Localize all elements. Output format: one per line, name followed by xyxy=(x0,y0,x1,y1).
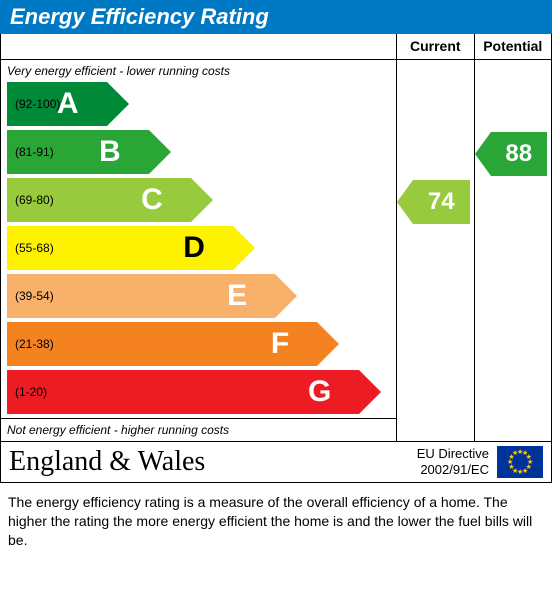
band-arrow-icon xyxy=(317,322,339,366)
chart-title: Energy Efficiency Rating xyxy=(0,0,552,34)
band-arrow-icon xyxy=(107,82,129,126)
epc-rating-chart: Energy Efficiency Rating Very energy eff… xyxy=(0,0,552,550)
efficiency-note-bottom: Not energy efficient - higher running co… xyxy=(1,418,396,441)
current-column-header: Current xyxy=(397,34,474,60)
band-bar: (92-100)A xyxy=(7,82,107,126)
potential-column-header: Potential xyxy=(475,34,552,60)
rating-table: Very energy efficient - lower running co… xyxy=(0,34,552,442)
potential-marker-area: 88 xyxy=(475,60,552,441)
band-arrow-icon xyxy=(191,178,213,222)
band-range: (81-91) xyxy=(15,145,54,159)
band-range: (1-20) xyxy=(15,385,47,399)
eu-star-icon: ★ xyxy=(512,449,518,457)
band-arrow-icon xyxy=(149,130,171,174)
band-row-c: (69-80) C xyxy=(7,178,390,222)
band-row-b: (81-91) B xyxy=(7,130,390,174)
band-row-g: (1-20) G xyxy=(7,370,390,414)
footer-description: The energy efficiency rating is a measur… xyxy=(0,483,552,550)
band-row-f: (21-38) F xyxy=(7,322,390,366)
band-letter: B xyxy=(99,135,121,169)
eu-flag-icon: ★★★★★★★★★★★★ xyxy=(497,446,543,478)
band-range: (39-54) xyxy=(15,289,54,303)
region-row: England & Wales EU Directive 2002/91/EC … xyxy=(0,442,552,483)
band-range: (21-38) xyxy=(15,337,54,351)
band-range: (69-80) xyxy=(15,193,54,207)
band-row-d: (55-68) D xyxy=(7,226,390,270)
efficiency-note-top: Very energy efficient - lower running co… xyxy=(1,60,396,82)
potential-value: 88 xyxy=(491,132,548,176)
region-label: England & Wales xyxy=(9,446,417,478)
band-bar: (55-68) D xyxy=(7,226,233,270)
band-arrow-icon xyxy=(233,226,255,270)
band-letter: F xyxy=(271,327,289,361)
band-letter: C xyxy=(141,183,163,217)
band-bar: (1-20) G xyxy=(7,370,359,414)
directive-label: EU Directive 2002/91/EC xyxy=(417,446,489,477)
band-bar: (39-54) E xyxy=(7,274,275,318)
band-bar: (21-38) F xyxy=(7,322,317,366)
potential-marker: 88 xyxy=(475,132,548,176)
band-letter: G xyxy=(308,375,331,409)
band-range: (55-68) xyxy=(15,241,54,255)
current-value: 74 xyxy=(413,180,470,224)
band-list: (92-100)A (81-91) B (69-80) C (55-68) D (39-54)… xyxy=(1,82,396,414)
band-bar: (69-80) C xyxy=(7,178,191,222)
band-bar: (81-91) B xyxy=(7,130,149,174)
current-marker-area: 74 xyxy=(397,60,474,441)
band-letter: E xyxy=(227,279,247,313)
band-range: (92-100) xyxy=(15,97,60,111)
band-row-a: (92-100)A xyxy=(7,82,390,126)
marker-arrow-icon xyxy=(397,180,413,224)
band-arrow-icon xyxy=(359,370,381,414)
potential-column: Potential 88 xyxy=(475,34,552,441)
band-row-e: (39-54) E xyxy=(7,274,390,318)
band-arrow-icon xyxy=(275,274,297,318)
marker-arrow-icon xyxy=(475,132,491,176)
scale-column: Very energy efficient - lower running co… xyxy=(1,34,397,441)
directive-line1: EU Directive xyxy=(417,446,489,462)
band-letter: A xyxy=(57,87,79,121)
band-letter: D xyxy=(183,231,205,265)
current-column: Current 74 xyxy=(397,34,475,441)
current-marker: 74 xyxy=(397,180,470,224)
directive-line2: 2002/91/EC xyxy=(417,462,489,478)
